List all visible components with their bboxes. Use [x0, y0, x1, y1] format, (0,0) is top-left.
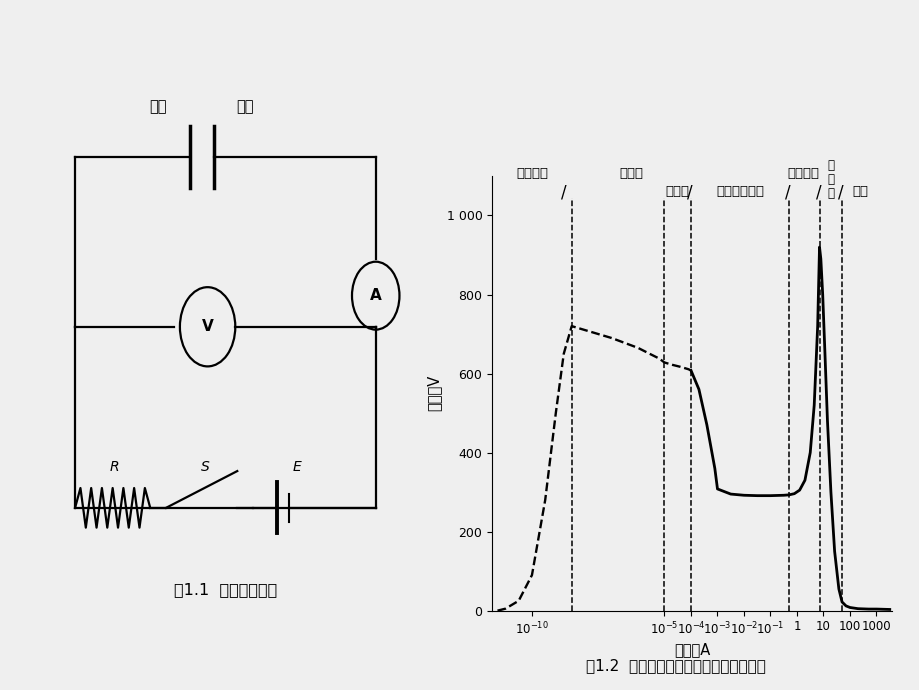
Text: 迁移区: 迁移区 — [618, 167, 642, 180]
Text: R: R — [109, 460, 119, 474]
Text: 迁
移
区: 迁 移 区 — [826, 159, 834, 199]
Text: 绝缘破坏: 绝缘破坏 — [516, 167, 548, 180]
Text: 阴极: 阴极 — [149, 99, 166, 115]
Text: 图1.1  直流放电回路: 图1.1 直流放电回路 — [174, 582, 277, 598]
Text: 正规辉光放电: 正规辉光放电 — [715, 185, 763, 197]
Text: 阳极: 阳极 — [236, 99, 254, 115]
Text: E: E — [292, 460, 301, 474]
Text: /: / — [561, 184, 566, 201]
Text: /: / — [815, 184, 821, 201]
X-axis label: 电流／A: 电流／A — [674, 642, 709, 658]
Text: 电弧: 电弧 — [852, 185, 868, 197]
Text: A: A — [369, 288, 381, 303]
Text: 异常辉光: 异常辉光 — [787, 167, 819, 180]
Text: 图1.2  直流放电形式及电流与电压的关系: 图1.2 直流放电形式及电流与电压的关系 — [585, 658, 766, 673]
Text: 暗放电: 暗放电 — [665, 185, 689, 197]
Text: /: / — [784, 184, 789, 201]
Text: V: V — [201, 319, 213, 334]
Text: S: S — [201, 460, 210, 474]
Y-axis label: 电压／V: 电压／V — [425, 375, 440, 411]
Text: /: / — [837, 184, 843, 201]
Text: /: / — [686, 184, 692, 201]
